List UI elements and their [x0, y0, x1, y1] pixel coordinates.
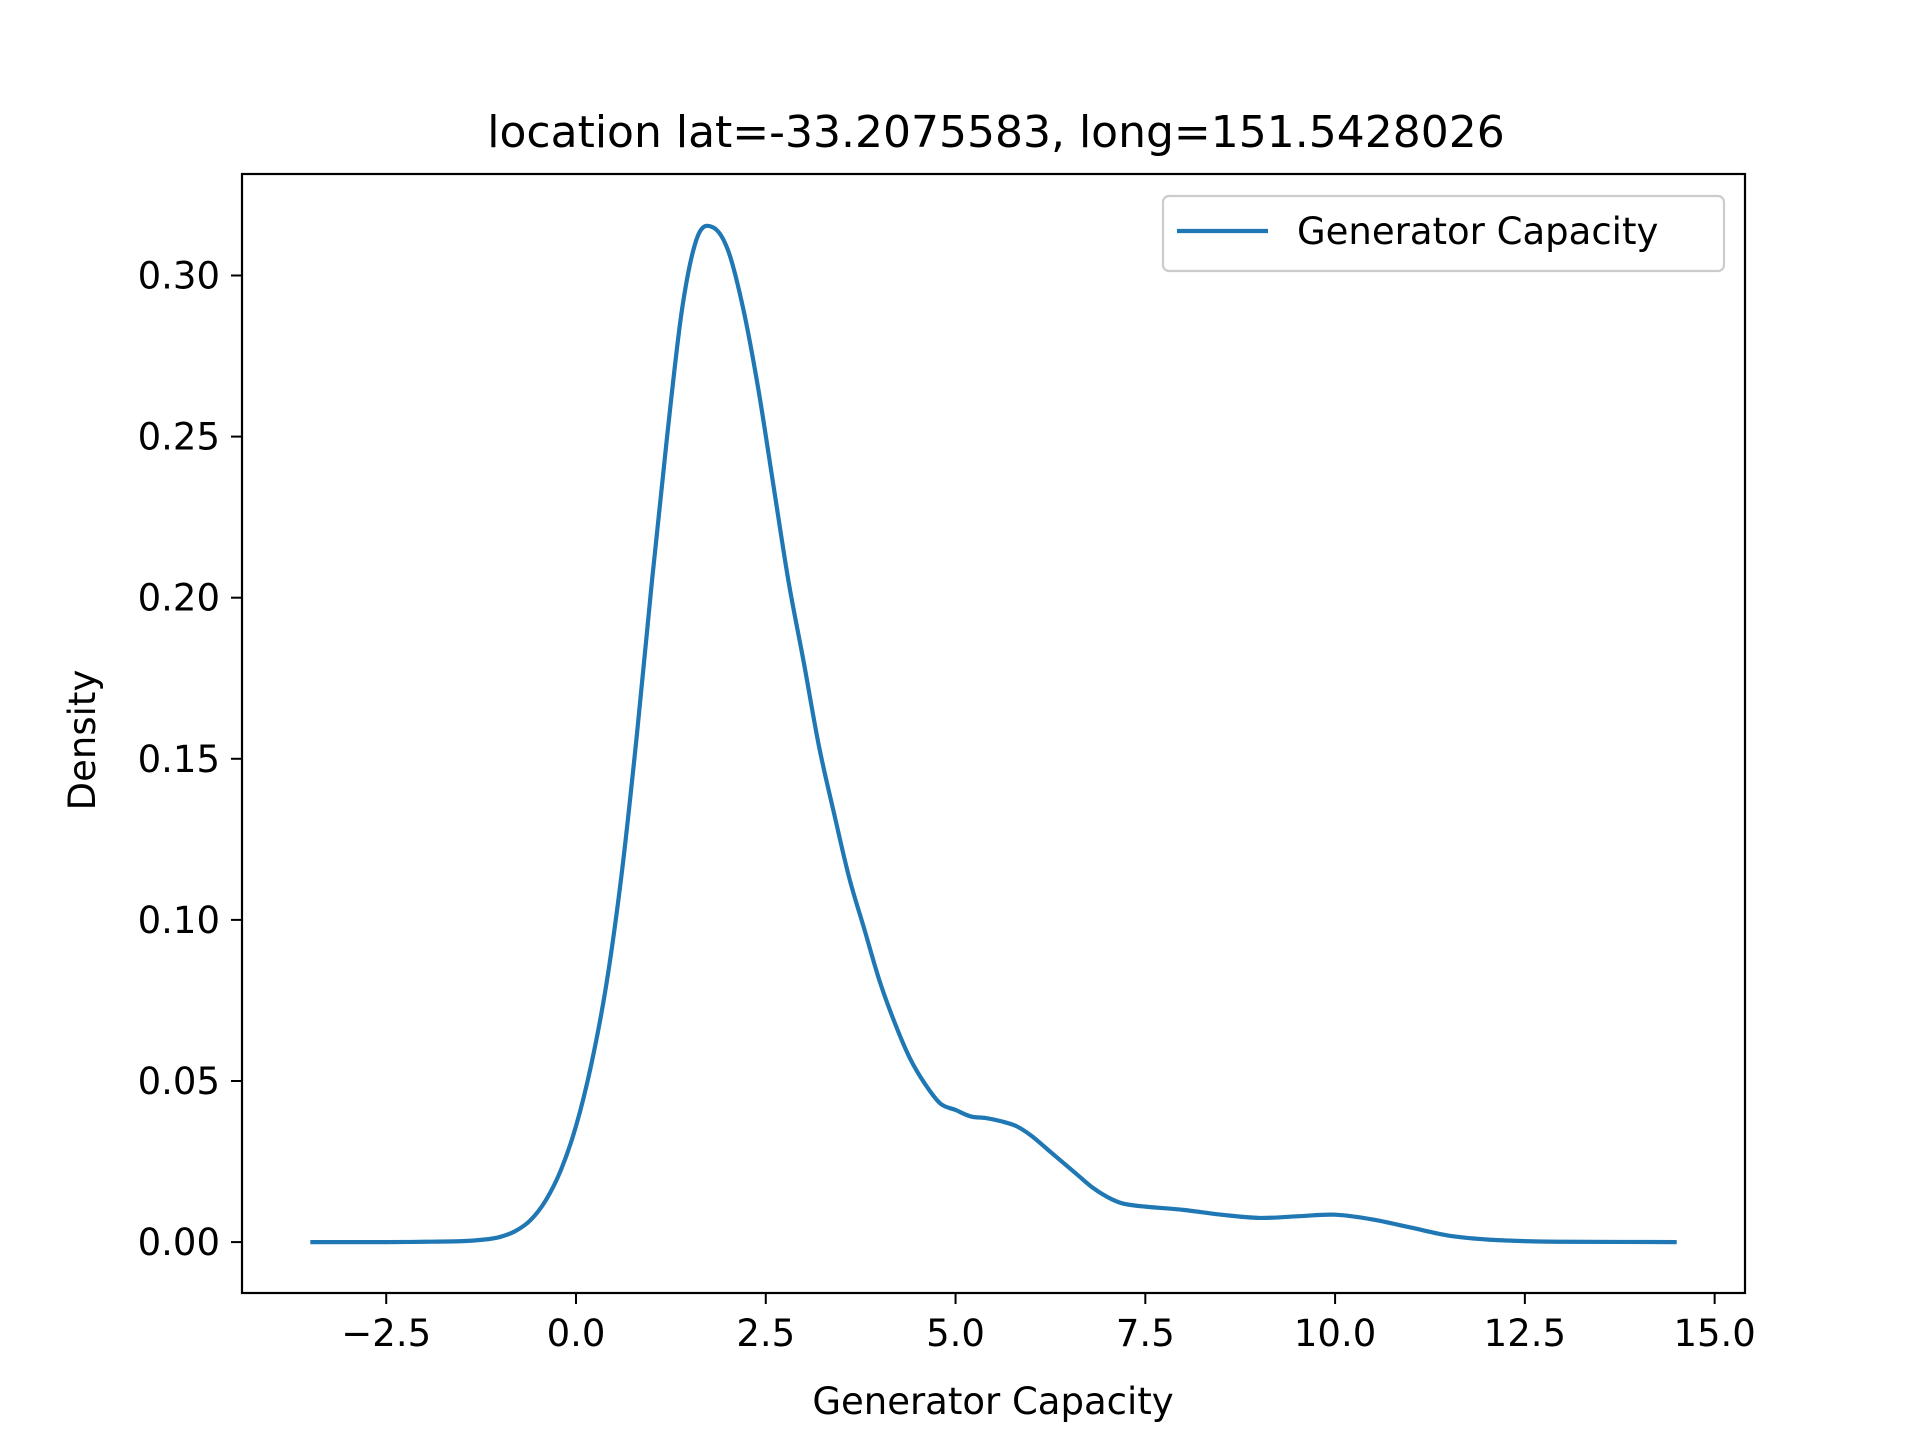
- x-tick-label: 7.5: [1116, 1312, 1175, 1355]
- y-tick-label: 0.10: [138, 899, 220, 942]
- y-axis-ticks: 0.00 0.05 0.10 0.15 0.20 0.25 0.30: [138, 254, 242, 1264]
- y-axis-title: Density: [61, 670, 104, 811]
- x-tick-label: 2.5: [736, 1312, 795, 1355]
- legend-label: Generator Capacity: [1297, 210, 1658, 253]
- y-tick-label: 0.00: [138, 1221, 220, 1264]
- x-tick-label: 15.0: [1673, 1312, 1755, 1355]
- x-axis-ticks: −2.5 0.0 2.5 5.0 7.5 10.0 12.5 15.0: [341, 1293, 1756, 1355]
- y-tick-label: 0.20: [138, 577, 220, 620]
- x-axis-title: Generator Capacity: [812, 1380, 1173, 1423]
- chart-title: location lat=-33.2075583, long=151.54280…: [487, 107, 1504, 158]
- x-tick-label: −2.5: [341, 1312, 431, 1355]
- x-tick-label: 5.0: [926, 1312, 985, 1355]
- y-tick-label: 0.15: [138, 738, 220, 781]
- x-tick-label: 12.5: [1484, 1312, 1566, 1355]
- y-tick-label: 0.05: [138, 1060, 220, 1103]
- y-tick-label: 0.30: [138, 254, 220, 297]
- x-tick-label: 0.0: [547, 1312, 606, 1355]
- x-tick-label: 10.0: [1294, 1312, 1376, 1355]
- legend-box: [1161, 194, 1726, 273]
- y-tick-label: 0.25: [138, 416, 220, 459]
- plot-frame: [240, 172, 1747, 1295]
- legend: Generator Capacity: [1161, 194, 1726, 273]
- density-curve: [310, 223, 1677, 1245]
